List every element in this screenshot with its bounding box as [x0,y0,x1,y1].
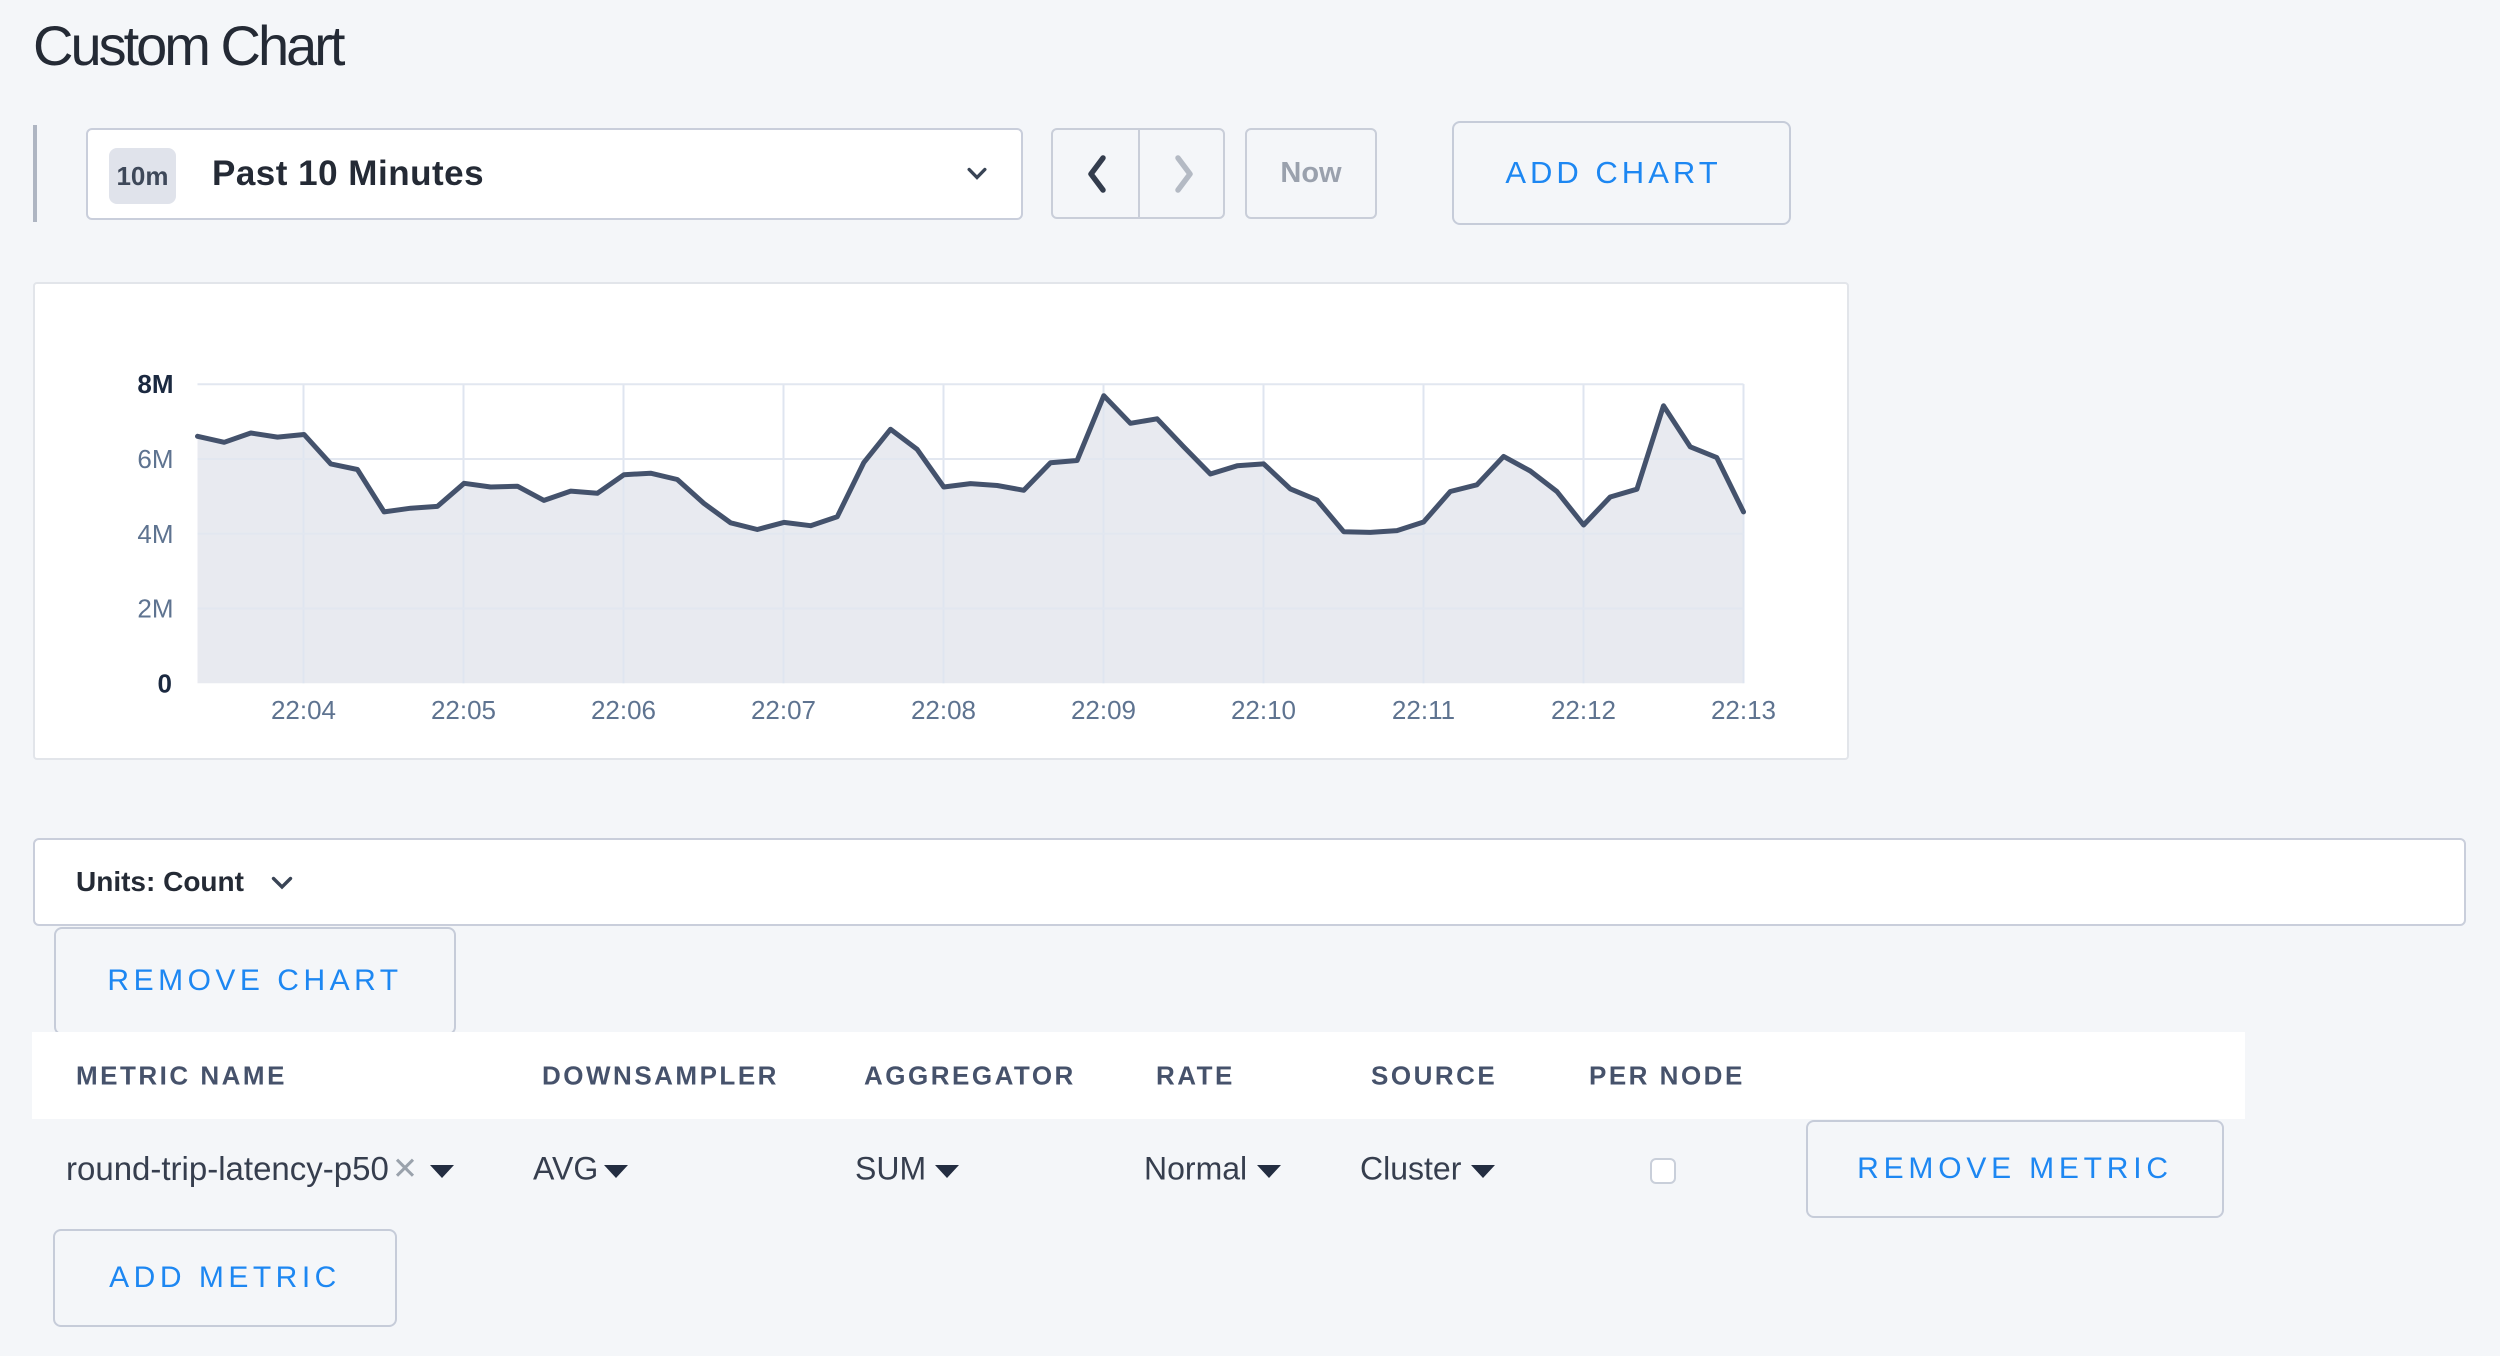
svg-text:22:13: 22:13 [1711,695,1776,725]
svg-text:22:08: 22:08 [911,695,976,725]
svg-text:6M: 6M [137,444,173,474]
svg-text:4M: 4M [137,519,173,549]
svg-text:2M: 2M [137,594,173,624]
svg-text:22:07: 22:07 [751,695,816,725]
svg-text:0: 0 [158,669,172,699]
svg-text:22:05: 22:05 [431,695,496,725]
svg-text:22:04: 22:04 [271,695,336,725]
svg-text:22:12: 22:12 [1551,695,1616,725]
svg-text:8M: 8M [137,369,173,399]
svg-text:22:09: 22:09 [1071,695,1136,725]
svg-text:22:10: 22:10 [1231,695,1296,725]
svg-text:22:11: 22:11 [1392,695,1455,725]
svg-text:22:06: 22:06 [591,695,656,725]
